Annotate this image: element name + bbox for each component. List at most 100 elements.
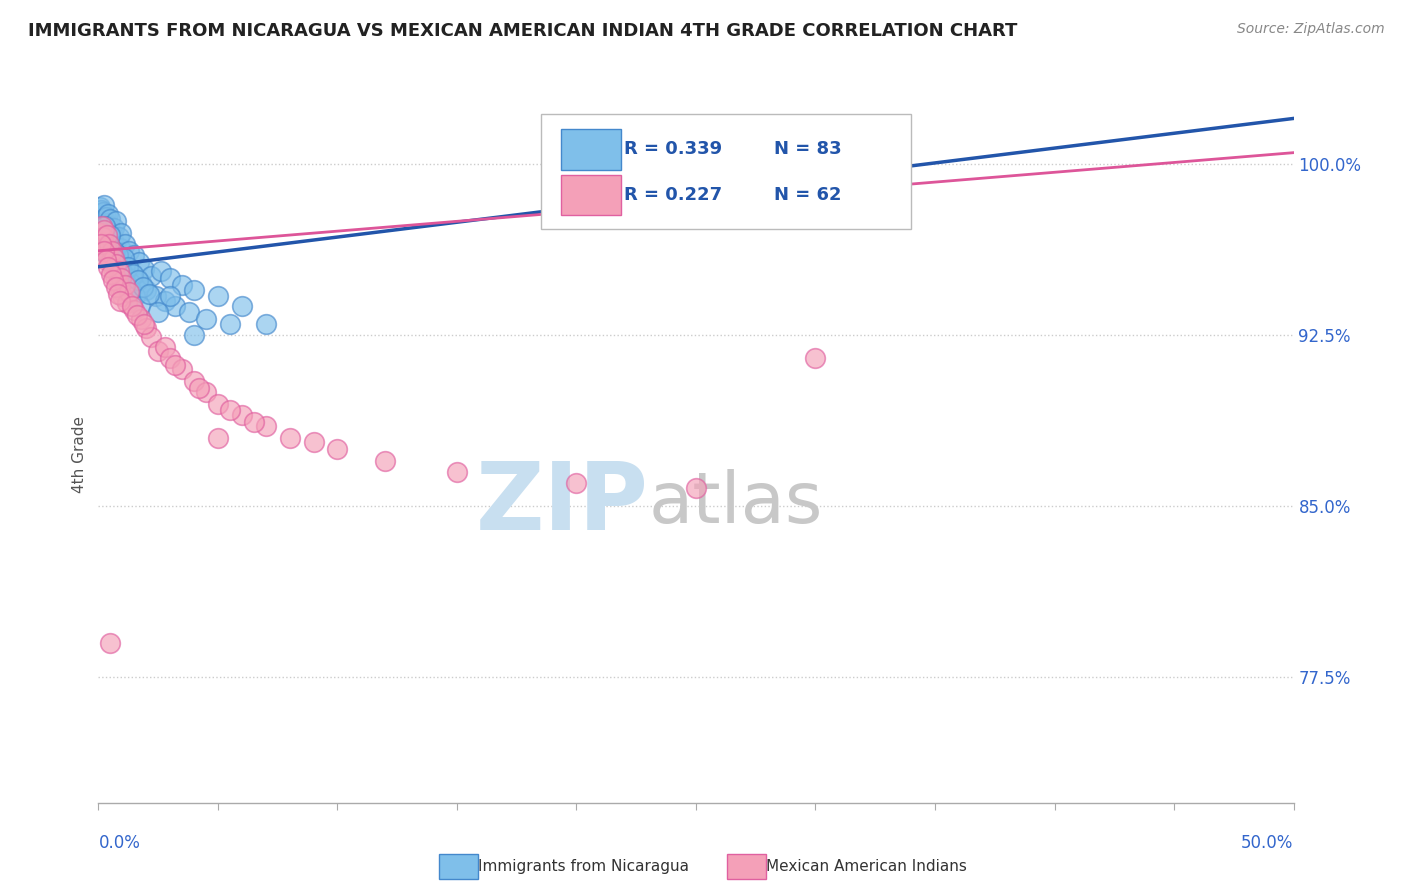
Point — [302, 435, 325, 450]
Point — [105, 257, 128, 271]
Point — [110, 264, 132, 278]
Point — [129, 298, 152, 312]
Point — [110, 293, 132, 308]
Point — [172, 362, 194, 376]
Point — [101, 232, 124, 246]
Text: 50.0%: 50.0% — [1241, 834, 1294, 852]
Point — [135, 321, 157, 335]
Point — [100, 252, 122, 267]
Point — [104, 280, 127, 294]
Point — [112, 251, 135, 265]
Point — [93, 219, 115, 233]
Point — [103, 221, 125, 235]
Point — [194, 312, 217, 326]
Point — [374, 453, 396, 467]
Point — [111, 252, 134, 267]
Point — [183, 328, 205, 343]
Point — [91, 232, 114, 246]
Point — [135, 283, 157, 297]
Point — [93, 198, 115, 212]
Point — [128, 255, 150, 269]
Point — [98, 227, 121, 242]
Point — [183, 374, 205, 388]
Point — [114, 236, 136, 251]
Point — [207, 431, 229, 445]
Text: R = 0.339: R = 0.339 — [624, 140, 723, 158]
Y-axis label: 4th Grade: 4th Grade — [72, 417, 87, 493]
Point — [118, 285, 141, 299]
Point — [187, 381, 209, 395]
Point — [97, 207, 120, 221]
Point — [163, 298, 186, 312]
Point — [172, 277, 194, 292]
Point — [122, 267, 145, 281]
Point — [103, 273, 125, 287]
Point — [91, 219, 114, 233]
Point — [111, 289, 134, 303]
Point — [90, 236, 112, 251]
Point — [100, 244, 122, 258]
Point — [114, 277, 136, 292]
Point — [89, 207, 111, 221]
Point — [219, 317, 242, 331]
Point — [231, 408, 253, 422]
Point — [104, 268, 127, 283]
Point — [194, 385, 217, 400]
Text: R = 0.227: R = 0.227 — [624, 186, 723, 204]
Point — [685, 481, 707, 495]
Point — [124, 289, 146, 303]
Text: Source: ZipAtlas.com: Source: ZipAtlas.com — [1237, 22, 1385, 37]
Point — [97, 260, 120, 274]
Text: N = 62: N = 62 — [773, 186, 841, 204]
Point — [98, 211, 122, 226]
Point — [242, 415, 264, 429]
Point — [94, 230, 117, 244]
Point — [131, 312, 153, 326]
Point — [98, 227, 121, 242]
Point — [132, 262, 155, 277]
Point — [89, 226, 111, 240]
Point — [107, 287, 129, 301]
Point — [159, 289, 181, 303]
Point — [254, 317, 277, 331]
Point — [108, 283, 131, 297]
Point — [565, 476, 588, 491]
Point — [120, 283, 142, 297]
Point — [115, 276, 138, 290]
Point — [104, 239, 127, 253]
Point — [94, 219, 117, 233]
Point — [804, 351, 827, 365]
Text: Mexican American Indians: Mexican American Indians — [766, 859, 967, 873]
Point — [105, 214, 128, 228]
Point — [98, 219, 121, 233]
Point — [108, 242, 131, 256]
Point — [159, 351, 181, 365]
Point — [131, 276, 153, 290]
Text: IMMIGRANTS FROM NICARAGUA VS MEXICAN AMERICAN INDIAN 4TH GRADE CORRELATION CHART: IMMIGRANTS FROM NICARAGUA VS MEXICAN AME… — [28, 22, 1018, 40]
Point — [90, 235, 112, 249]
Point — [107, 276, 129, 290]
Point — [93, 223, 115, 237]
Point — [207, 396, 229, 410]
Point — [97, 236, 120, 251]
Point — [94, 226, 117, 240]
Point — [132, 317, 155, 331]
Point — [139, 330, 162, 344]
Point — [125, 308, 148, 322]
Point — [219, 403, 242, 417]
Text: atlas: atlas — [648, 469, 823, 538]
FancyBboxPatch shape — [561, 129, 620, 169]
Point — [89, 201, 111, 215]
Point — [138, 287, 160, 301]
Point — [115, 296, 138, 310]
Point — [94, 242, 117, 256]
Point — [94, 252, 117, 267]
Point — [183, 283, 205, 297]
Point — [148, 305, 170, 319]
Point — [124, 248, 146, 262]
Point — [121, 267, 143, 281]
Point — [90, 226, 112, 240]
Point — [90, 214, 112, 228]
Point — [121, 298, 143, 312]
Point — [100, 244, 122, 258]
